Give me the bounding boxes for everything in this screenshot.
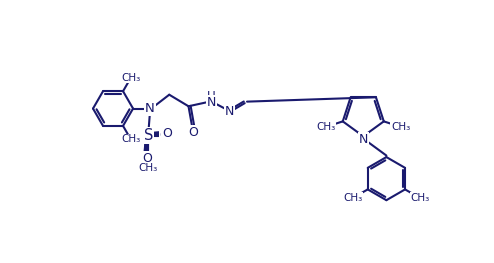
Text: N: N <box>145 102 155 115</box>
Text: O: O <box>142 152 152 165</box>
Text: O: O <box>162 128 172 140</box>
Text: O: O <box>141 154 151 167</box>
Text: CH₃: CH₃ <box>139 163 158 173</box>
Text: O: O <box>160 129 169 142</box>
Text: N: N <box>225 105 234 118</box>
Text: CH₃: CH₃ <box>343 193 363 203</box>
Text: CH₃: CH₃ <box>121 134 140 144</box>
Text: CH₃: CH₃ <box>410 193 429 203</box>
Text: CH₃: CH₃ <box>391 122 410 132</box>
Text: S: S <box>144 128 153 143</box>
Text: CH₃: CH₃ <box>316 122 335 132</box>
Text: N: N <box>359 133 368 146</box>
Text: H: H <box>207 90 216 103</box>
Text: CH₃: CH₃ <box>121 73 140 83</box>
Text: N: N <box>207 96 216 109</box>
Text: O: O <box>188 126 198 139</box>
